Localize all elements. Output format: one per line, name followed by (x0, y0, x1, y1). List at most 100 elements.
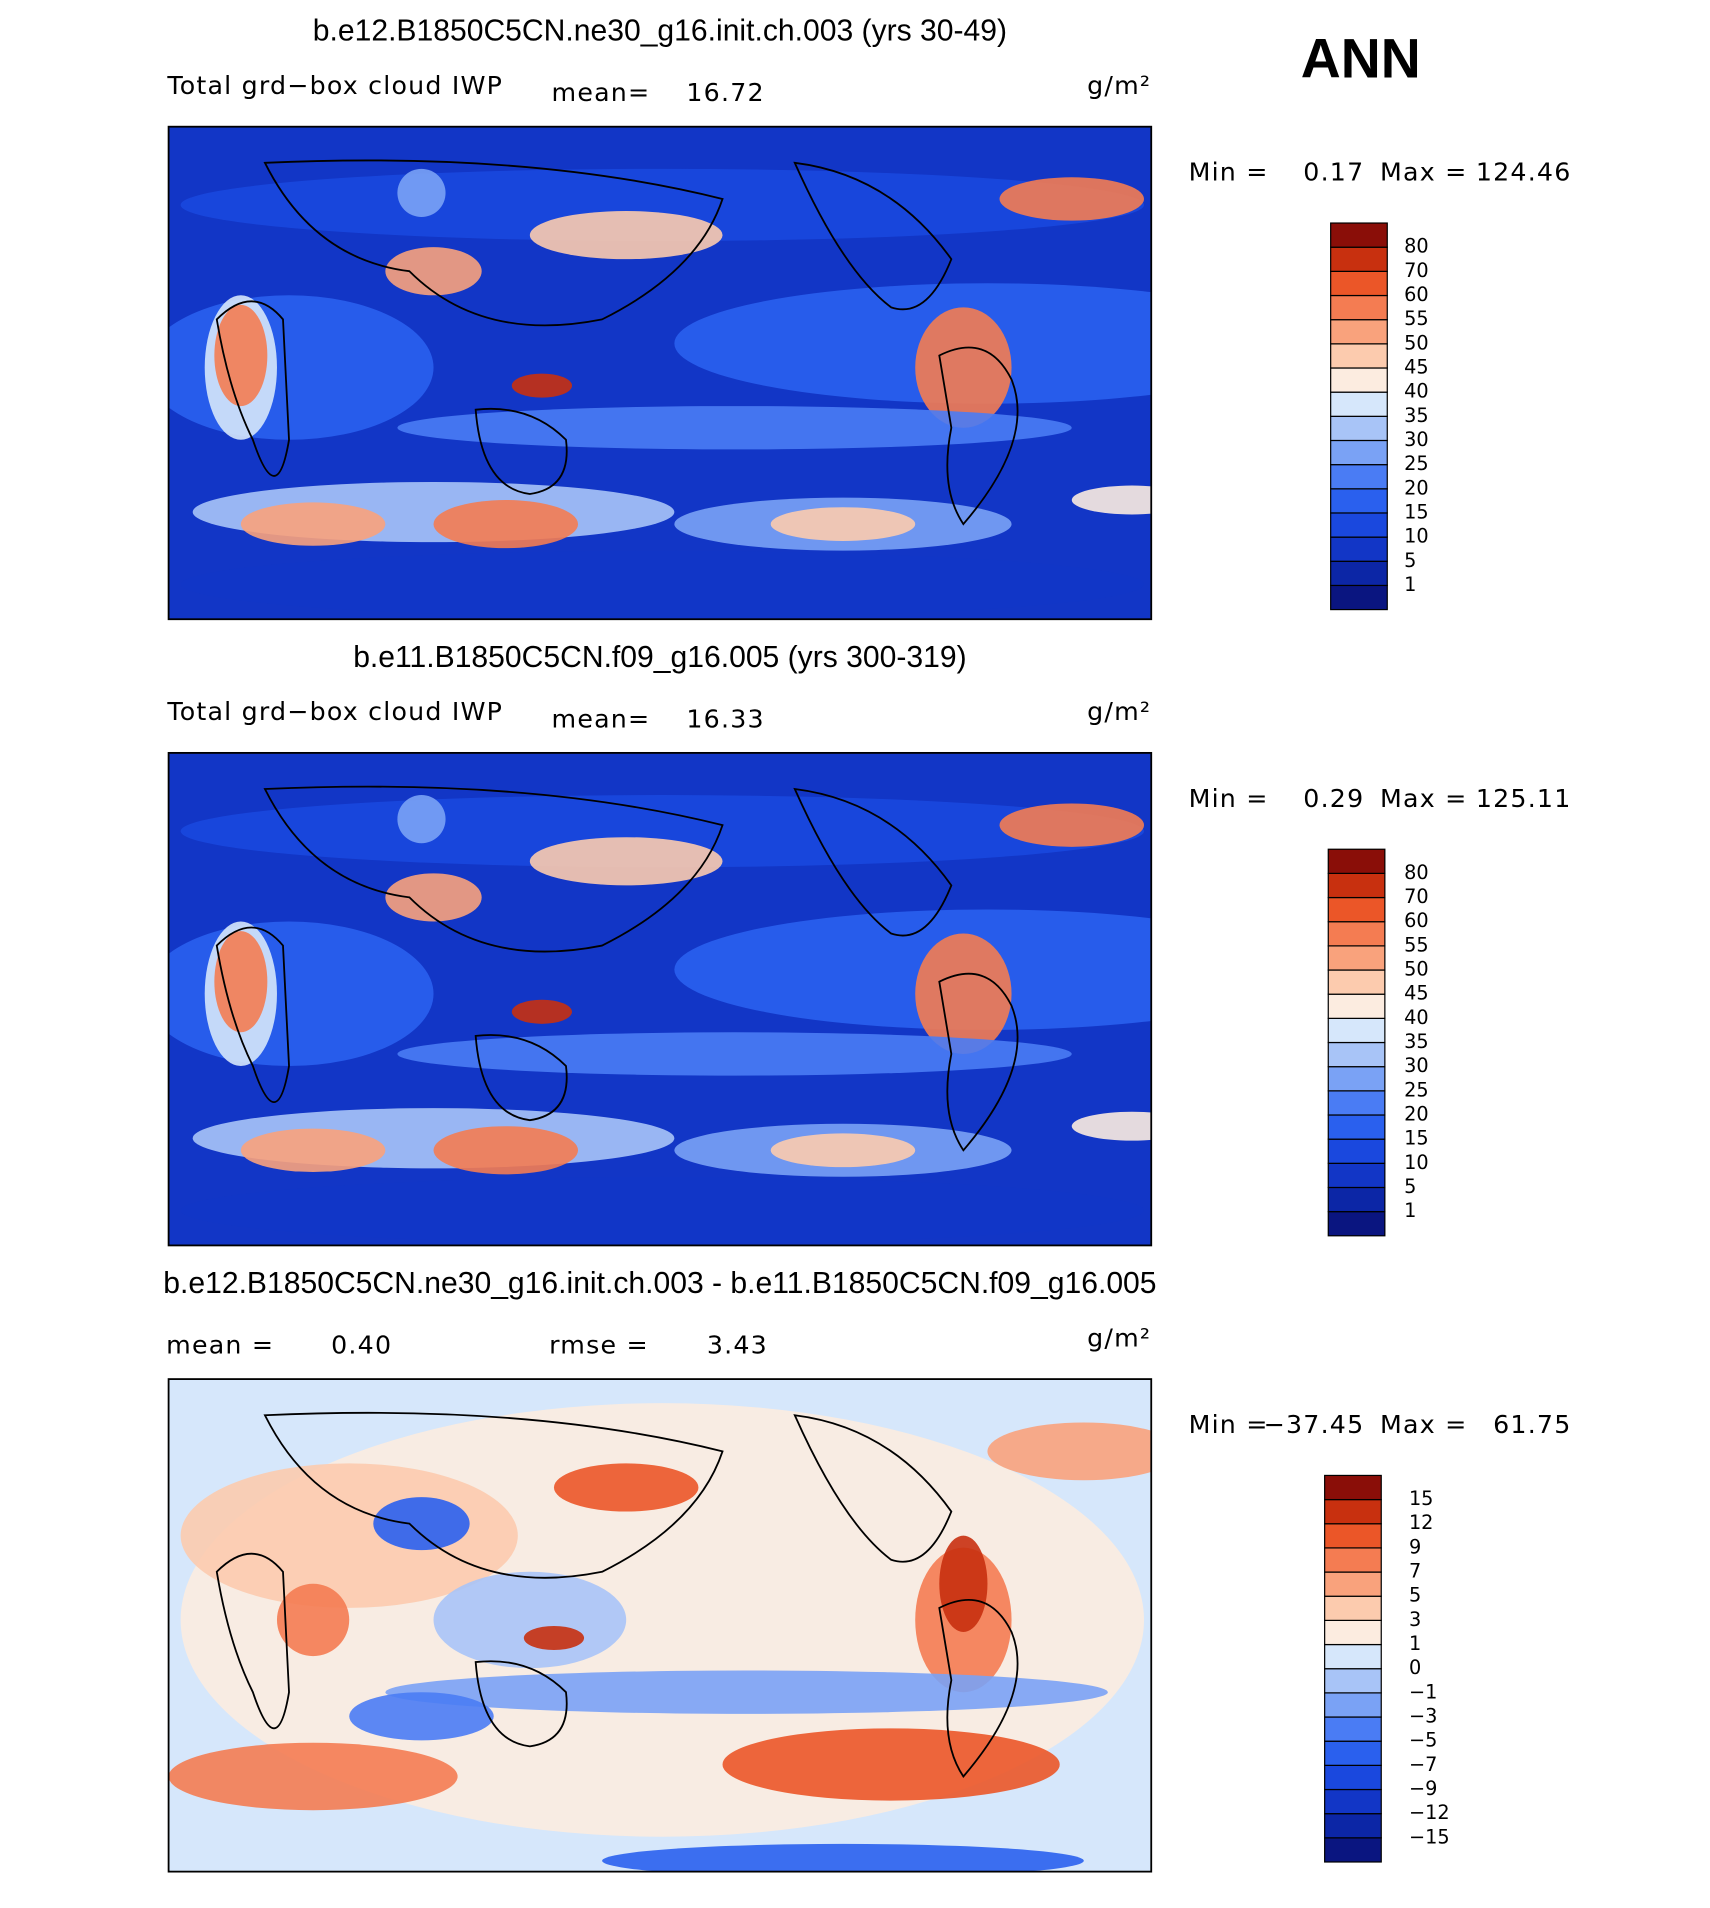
colorbar-label: 25 (1404, 1078, 1429, 1101)
field-region (168, 1742, 458, 1811)
colorbar-label: 55 (1404, 307, 1429, 330)
max-value: 61.75 (1493, 1410, 1571, 1439)
colorbar-box (1330, 222, 1388, 248)
field-region (915, 933, 1012, 1054)
map-field (168, 126, 1152, 620)
colorbar-label: 5 (1404, 549, 1416, 572)
colorbar-box (1324, 1523, 1382, 1549)
field-region (240, 502, 386, 546)
colorbar-label: 1 (1409, 1632, 1421, 1655)
colorbar-label: 10 (1404, 525, 1429, 548)
field-region (722, 1728, 1060, 1801)
season-title: ANN (1301, 27, 1421, 89)
colorbar-box (1330, 488, 1388, 514)
field-region (385, 1670, 1108, 1714)
field-region (214, 931, 268, 1033)
coastline (215, 1552, 290, 1729)
colorbar-box (1327, 945, 1386, 971)
colorbar-label: 30 (1404, 1054, 1429, 1077)
field-region (511, 999, 573, 1024)
colorbar-box (1327, 1090, 1386, 1116)
field-region (433, 1126, 579, 1175)
field-region (915, 307, 1012, 428)
colorbar-box (1330, 584, 1388, 611)
map (167, 751, 1153, 1247)
map-frame (167, 751, 1153, 1247)
colorbar-box (1330, 319, 1388, 345)
field-region (240, 1128, 386, 1172)
map-field (168, 752, 1152, 1246)
colorbar-box (1327, 1186, 1386, 1213)
colorbar-label: −9 (1409, 1777, 1437, 1800)
field-region (674, 283, 1152, 404)
field-region (1071, 1111, 1152, 1141)
field-region (433, 1571, 627, 1669)
panel-title: b.e12.B1850C5CN.ne30_g16.init.ch.003 - b… (163, 1267, 1156, 1300)
colorbar-box (1327, 1041, 1386, 1068)
coastline (215, 300, 290, 477)
coastline (793, 1414, 953, 1563)
colorbar-label: 50 (1404, 331, 1429, 354)
coastline (793, 787, 953, 937)
colorbar-box (1327, 848, 1386, 874)
coastline (263, 785, 724, 953)
field-region (511, 373, 573, 398)
colorbar-box (1324, 1474, 1382, 1501)
colorbar-label: 12 (1409, 1511, 1434, 1534)
field-region (397, 406, 1072, 450)
min-label: Min = (1189, 784, 1269, 813)
colorbar-label: 35 (1404, 1030, 1429, 1053)
field-region (214, 304, 268, 407)
colorbar-box (1324, 1643, 1382, 1670)
field-region (1071, 485, 1152, 515)
field-region (168, 921, 434, 1066)
colorbar-label: 20 (1404, 1102, 1429, 1125)
colorbar-label: 25 (1404, 452, 1429, 475)
variable-label: Total grd−box cloud IWP (166, 71, 503, 100)
panel-title: b.e12.B1850C5CN.ne30_g16.init.ch.003 (yr… (313, 15, 1007, 48)
max-label: Max = (1380, 784, 1467, 813)
colorbar-label: −5 (1409, 1729, 1437, 1752)
colorbar-box (1327, 1114, 1386, 1140)
colorbar-label: 40 (1404, 380, 1429, 403)
units: g/m² (1087, 71, 1151, 100)
colorbar-label: 5 (1404, 1175, 1416, 1198)
min-label: Min = (1189, 158, 1269, 187)
colorbar-box (1330, 536, 1388, 562)
colorbar-box (1330, 415, 1388, 442)
colorbar-label: 40 (1404, 1006, 1429, 1029)
colorbar-label: 45 (1404, 982, 1429, 1005)
map-frame (167, 125, 1153, 621)
colorbar-box (1330, 560, 1388, 587)
field-region (529, 837, 723, 886)
colorbar-label: 0 (1409, 1656, 1421, 1679)
units: g/m² (1087, 697, 1151, 726)
min-value: −37.45 (1264, 1410, 1365, 1439)
colorbar-box (1324, 1668, 1382, 1694)
field-region (529, 210, 723, 260)
colorbar-label: 15 (1409, 1487, 1434, 1510)
colorbar-label: −15 (1409, 1825, 1450, 1848)
max-label: Max = (1380, 158, 1467, 187)
colorbar-label: 50 (1404, 958, 1429, 981)
colorbar-box (1330, 343, 1388, 369)
colorbar-label: 5 (1409, 1584, 1421, 1607)
coastline (263, 159, 724, 327)
map-field (168, 1379, 1152, 1872)
colorbar-box (1327, 896, 1386, 923)
coastline (793, 161, 953, 311)
mean-value: 16.33 (686, 704, 764, 733)
colorbar-box (1327, 969, 1386, 995)
units: g/m² (1087, 1323, 1151, 1352)
colorbar-box (1330, 464, 1388, 490)
coastline (474, 1660, 568, 1748)
colorbar-box (1330, 391, 1388, 417)
colorbar-box (1330, 439, 1388, 466)
colorbar-label: 30 (1404, 428, 1429, 451)
min-value: 0.29 (1303, 784, 1364, 813)
colorbar-box (1327, 921, 1386, 947)
panel-title: b.e11.B1850C5CN.f09_g16.005 (yrs 300-319… (353, 641, 966, 674)
mean-value: 16.72 (686, 78, 764, 107)
mean-label: mean = (166, 1331, 274, 1360)
